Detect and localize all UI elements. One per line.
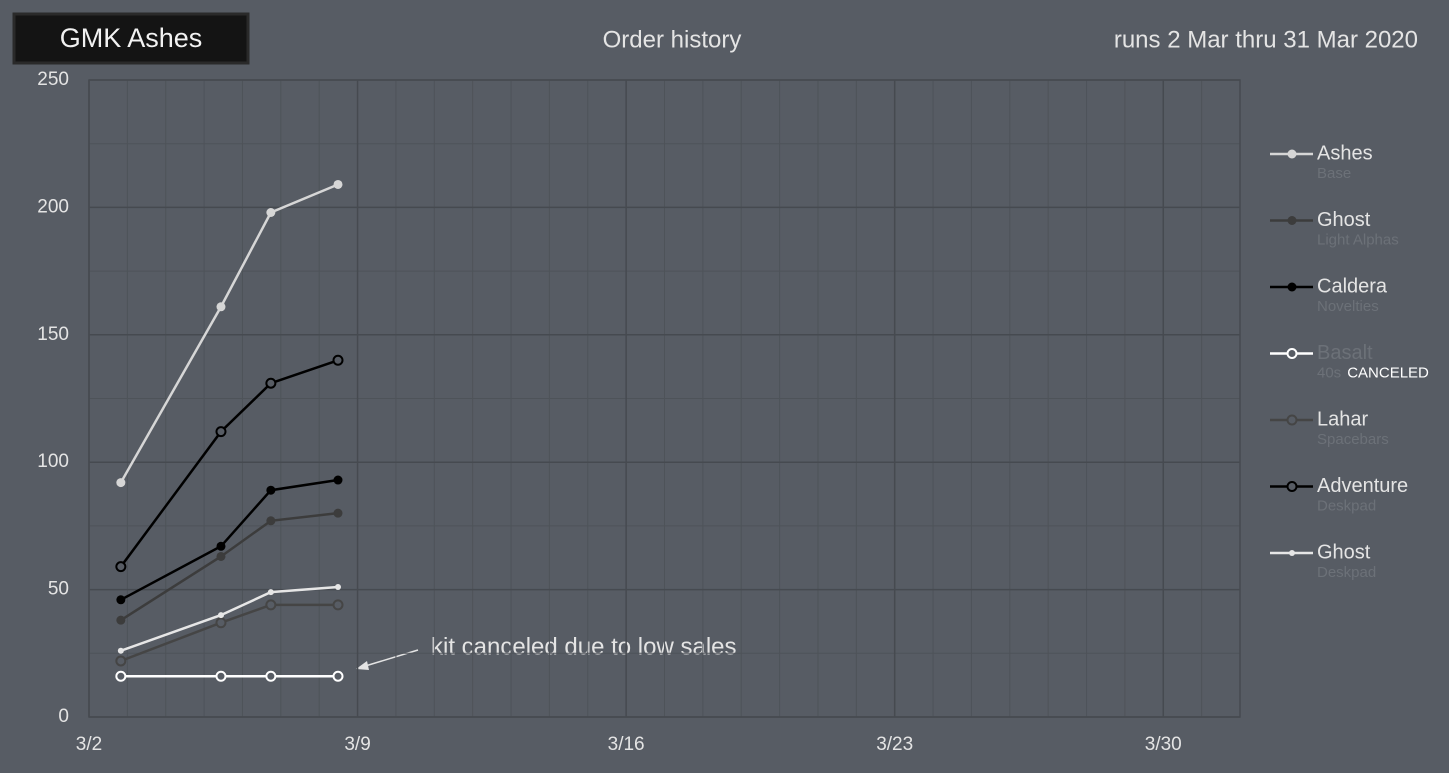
badge-box bbox=[12, 12, 250, 65]
x-tick-label: 3/16 bbox=[608, 734, 645, 755]
marker bbox=[333, 475, 343, 485]
marker bbox=[266, 207, 276, 217]
x-tick-label: 3/30 bbox=[1145, 734, 1182, 755]
series-line bbox=[120, 603, 338, 663]
legend-sublabel: Deskpad bbox=[1317, 497, 1376, 514]
y-tick-label: 0 bbox=[58, 706, 69, 727]
legend-marker bbox=[1287, 216, 1297, 225]
y-tick-label: 50 bbox=[48, 579, 69, 600]
series-line bbox=[120, 511, 339, 622]
legend-marker bbox=[1286, 481, 1298, 492]
series-line bbox=[119, 359, 339, 568]
marker bbox=[216, 551, 226, 561]
marker bbox=[116, 478, 126, 488]
marker bbox=[333, 508, 343, 518]
marker bbox=[332, 670, 344, 682]
x-tick-label: 3/2 bbox=[76, 734, 102, 755]
marker bbox=[215, 670, 227, 682]
marker bbox=[215, 426, 227, 438]
marker bbox=[215, 617, 227, 629]
legend-label: Ghost bbox=[1317, 209, 1371, 231]
marker bbox=[332, 599, 344, 611]
y-tick-label: 100 bbox=[37, 451, 69, 472]
marker bbox=[265, 599, 277, 611]
badge: GMK Ashes bbox=[60, 23, 203, 53]
legend-label: Ghost bbox=[1317, 541, 1371, 563]
chart-subtitle: runs 2 Mar thru 31 Mar 2020 bbox=[1114, 26, 1418, 53]
marker bbox=[217, 612, 224, 619]
series-line bbox=[120, 585, 339, 652]
legend-marker bbox=[1289, 550, 1295, 556]
marker bbox=[117, 647, 124, 654]
x-tick-label: 3/9 bbox=[344, 734, 370, 755]
series-line bbox=[119, 183, 339, 484]
legend-sublabel: Light Alphas bbox=[1317, 231, 1399, 248]
chart-title: Order history bbox=[603, 26, 742, 53]
y-tick-label: 150 bbox=[37, 324, 69, 345]
y-tick-label: 200 bbox=[37, 196, 69, 217]
marker bbox=[333, 179, 343, 189]
marker bbox=[266, 485, 276, 495]
x-tick-label: 3/23 bbox=[876, 734, 913, 755]
marker bbox=[265, 377, 277, 389]
marker bbox=[334, 584, 341, 591]
marker bbox=[115, 655, 127, 667]
legend-marker bbox=[1287, 282, 1297, 292]
legend-sublabel: Deskpad bbox=[1317, 564, 1376, 581]
legend-sublabel: 40s bbox=[1317, 364, 1341, 381]
series-line bbox=[120, 478, 339, 601]
marker bbox=[266, 516, 276, 526]
legend-label: Caldera bbox=[1317, 275, 1388, 297]
marker bbox=[267, 589, 274, 596]
legend-label: Lahar bbox=[1317, 408, 1368, 430]
marker bbox=[216, 541, 226, 551]
legend-label: Basalt bbox=[1317, 342, 1373, 364]
legend-sublabel: Spacebars bbox=[1317, 431, 1389, 448]
marker bbox=[116, 595, 126, 605]
legend-label: Ashes bbox=[1317, 142, 1373, 164]
legend-marker bbox=[1286, 348, 1298, 359]
marker bbox=[216, 302, 226, 312]
legend-sublabel: Base bbox=[1317, 165, 1351, 182]
marker bbox=[116, 615, 126, 625]
plot-border bbox=[88, 79, 1241, 718]
marker bbox=[115, 670, 127, 682]
legend-marker bbox=[1286, 414, 1298, 426]
legend-note: CANCELED bbox=[1347, 364, 1429, 381]
legend-sublabel: Novelties bbox=[1317, 298, 1379, 315]
marker bbox=[332, 354, 344, 366]
legend-marker bbox=[1287, 149, 1297, 159]
marker bbox=[115, 561, 127, 573]
y-tick-label: 250 bbox=[37, 69, 69, 90]
legend-label: Adventure bbox=[1317, 475, 1408, 497]
annotation-arrowhead bbox=[356, 661, 369, 670]
annotation: kit canceled due to low sales bbox=[431, 633, 737, 660]
marker bbox=[265, 670, 277, 682]
